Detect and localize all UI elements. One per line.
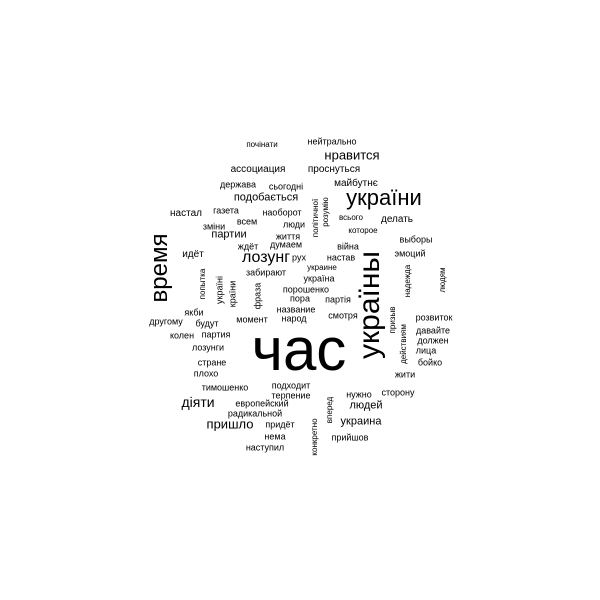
word-ukrainy-2: україни [346,185,422,210]
word-pochinaty: почінати [246,140,278,149]
word-zhdet: ждёт [237,241,259,252]
word-lyudyam: людям [438,267,447,293]
word-radikalnoy: радикальной [227,408,283,419]
word-strane: стране [197,357,227,368]
word-narod: народ [281,313,307,324]
word-drugomu: другому [149,316,183,327]
word-dolzhen: должен [417,335,449,346]
word-prizyv: призыв [388,306,397,334]
word-podkhodit: подходит [271,380,311,391]
word-vsogo: всього [339,213,363,222]
word-podobaetsya: подобається [233,191,299,204]
word-vpered: вперед [325,396,334,424]
word-storonu: сторону [381,387,415,398]
word-nema: нема [264,431,286,442]
word-ukraina: украина [340,415,382,428]
word-kolen: колен [169,330,195,341]
word-vremya: время [146,233,173,303]
word-nastal: настал [170,208,202,219]
word-rozvytok: розвиток [415,312,453,323]
word-nadezhda: надежда [403,264,412,298]
word-yakby: якби [184,307,204,318]
word-moment: момент [236,314,268,325]
word-zhyty: жити [394,369,416,380]
word-partii: партии [211,228,247,241]
word-vsem: всем [236,216,258,227]
word-ukrainy: україны [353,251,386,359]
word-konkretno: конкретно [310,418,319,456]
word-nastav: настав [326,252,356,263]
word-vybory: выборы [399,234,433,245]
word-delat: делать [380,214,414,225]
word-maybutnye: майбутнє [334,178,378,189]
word-budut: будут [195,318,219,329]
word-ukraini: україні [214,276,225,304]
word-kotoroe: которое [348,226,378,235]
word-zminy: зміни [202,221,226,232]
word-partiya-2: партия [201,329,231,340]
word-smotrya: смотря [328,310,358,321]
word-ukraine: украине [307,263,337,272]
word-naoborot: наоборот [262,207,302,218]
word-sogodni: сьогодні [268,181,304,192]
word-prosnutsya: проснуться [307,164,361,175]
word-poroshenko: порошенко [282,284,330,295]
word-deystviyam: действиям [399,324,408,364]
word-fraza: фраза [252,282,263,310]
word-dumaem: думаем [269,239,303,250]
word-zabirayut: забирают [246,267,286,278]
word-pridet: придёт [265,419,295,430]
word-evropeysky: европейский [235,398,289,409]
word-lozung: лозунг [241,249,291,266]
word-derzhava: держава [220,179,256,190]
word-chas: час [251,316,347,383]
word-emotsiy: эмоций [394,248,426,259]
word-partiya: партія [325,294,351,305]
word-diyaty: діяти [181,394,215,410]
word-associaciya: ассоциация [230,164,286,175]
word-politychnoyi: політичної [311,198,320,238]
word-popytka: попытка [198,268,207,300]
word-idet: идёт [182,249,204,260]
word-gazeta: газета [213,205,239,216]
word-lyudey: людей [349,399,383,412]
word-plokho: плохо [193,368,219,379]
word-nravitsya: нравится [324,147,380,163]
word-neytralno: нейтрально [307,136,357,147]
word-ukraina-2: україна [303,273,335,284]
word-priyshov: прийшов [331,432,369,443]
word-zhittya: життя [275,231,301,242]
word-lozungi: лозунги [191,342,225,353]
word-lyudi: люди [282,219,306,230]
word-prishlo: пришло [206,416,254,432]
word-pora: пора [290,293,310,304]
word-krainy: країни [227,280,238,308]
word-davayte: давайте [416,325,450,336]
word-rukh: рух [292,252,306,263]
word-nastupil: наступил [245,442,285,453]
word-rozumiyu: розумію [321,197,330,227]
word-litsa: лица [415,345,437,356]
word-viyna: війна [337,241,359,252]
word-nuzhno: нужно [346,389,372,400]
word-terpenie: терпение [271,390,311,401]
word-timoshenko: тимошенко [201,382,249,393]
word-boyko: бойко [417,357,443,368]
word-nazvanie: название [276,304,316,315]
